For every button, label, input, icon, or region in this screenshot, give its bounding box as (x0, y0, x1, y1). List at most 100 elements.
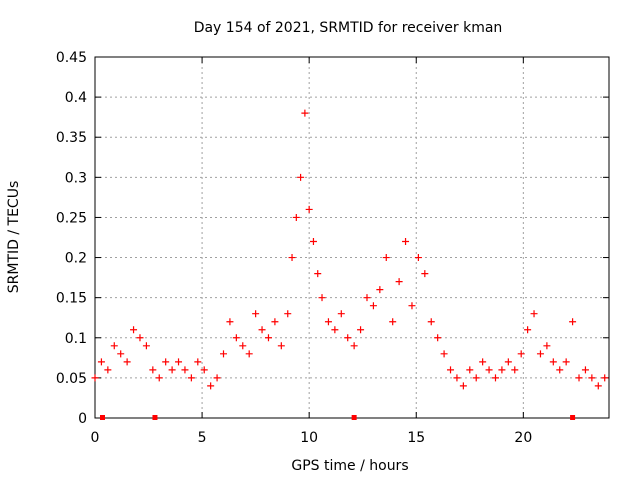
data-point (376, 286, 384, 294)
data-point (408, 302, 416, 310)
data-point (549, 358, 557, 366)
y-axis: 0 0.05 0.1 0.15 0.2 0.25 0.3 0.35 0.4 0.45 (56, 50, 609, 427)
data-point (517, 350, 525, 358)
data-point (207, 382, 215, 390)
data-point (301, 109, 309, 117)
data-point (123, 358, 131, 366)
data-point (97, 358, 105, 366)
data-point (530, 310, 538, 318)
data-point (363, 294, 371, 302)
x-axis-marker (351, 415, 357, 420)
y-tick-label: 0.4 (65, 90, 87, 106)
data-point (440, 350, 448, 358)
data-point (459, 382, 467, 390)
data-point (447, 366, 455, 374)
x-tick-label: 15 (407, 430, 425, 446)
y-tick-label: 0.15 (56, 291, 87, 307)
data-point (601, 374, 609, 382)
data-point (264, 334, 272, 342)
data-point (305, 205, 313, 213)
data-point (479, 358, 487, 366)
data-point (220, 350, 227, 358)
data-point (245, 350, 253, 358)
data-point (434, 334, 442, 342)
data-point (297, 173, 305, 181)
data-point (194, 358, 202, 366)
data-point (569, 318, 577, 326)
data-point (485, 366, 493, 374)
data-point (91, 374, 99, 382)
data-point (472, 374, 480, 382)
y-tick-label: 0.35 (56, 130, 87, 146)
x-tick-label: 20 (514, 430, 532, 446)
x-axis-marker (99, 415, 105, 420)
data-point (453, 374, 461, 382)
data-point (292, 213, 300, 221)
data-point (130, 326, 138, 334)
x-tick-label: 5 (198, 430, 207, 446)
y-tick-label: 0.45 (56, 50, 87, 66)
chart-title: Day 154 of 2021, SRMTID for receiver kma… (194, 20, 503, 36)
data-point (277, 342, 285, 350)
data-point (350, 342, 358, 350)
plot-frame (94, 56, 610, 419)
data-point (543, 342, 551, 350)
data-point (414, 254, 422, 262)
data-point (357, 326, 365, 334)
x-axis-label: GPS time / hours (291, 458, 408, 474)
y-tick-label: 0.2 (65, 251, 87, 267)
x-axis-marker (152, 415, 158, 420)
data-point (504, 358, 512, 366)
data-point (258, 326, 266, 334)
data-point (110, 342, 118, 350)
data-point (142, 342, 150, 350)
data-point (168, 366, 176, 374)
data-point (252, 310, 260, 318)
data-point (369, 302, 377, 310)
data-point (331, 326, 339, 334)
data-point (213, 374, 221, 382)
data-point (149, 366, 157, 374)
x-axis: 0 5 10 15 20 (91, 57, 532, 446)
data-point (421, 270, 429, 278)
data-point (271, 318, 279, 326)
data-point (466, 366, 474, 374)
data-point (288, 254, 296, 262)
data-point (562, 358, 570, 366)
data-point (511, 366, 519, 374)
data-point (309, 238, 317, 246)
y-tick-label: 0.25 (56, 210, 87, 226)
y-tick-label: 0.1 (65, 331, 87, 347)
data-point (117, 350, 125, 358)
data-point (175, 358, 183, 366)
data-point (575, 374, 583, 382)
data-point (524, 326, 532, 334)
data-point (187, 374, 195, 382)
y-axis-label: SRMTID / TECUs (6, 181, 22, 294)
data-series (91, 109, 609, 390)
data-point (389, 318, 397, 326)
data-point (314, 270, 322, 278)
data-point (395, 278, 403, 286)
grid (95, 57, 609, 418)
data-point (581, 366, 589, 374)
y-tick-label: 0.3 (65, 170, 87, 186)
data-point (536, 350, 544, 358)
data-point (239, 342, 247, 350)
data-point (344, 334, 352, 342)
data-point (498, 366, 506, 374)
data-point (594, 382, 602, 390)
data-point (226, 318, 234, 326)
data-point (491, 374, 499, 382)
y-tick-label: 0 (78, 411, 87, 427)
y-tick-label: 0.05 (56, 371, 87, 387)
data-point (104, 366, 112, 374)
x-tick-label: 10 (300, 430, 318, 446)
data-point (155, 374, 163, 382)
data-point (402, 238, 410, 246)
data-point (337, 310, 345, 318)
data-point (427, 318, 435, 326)
data-point (200, 366, 208, 374)
data-point (382, 254, 390, 262)
